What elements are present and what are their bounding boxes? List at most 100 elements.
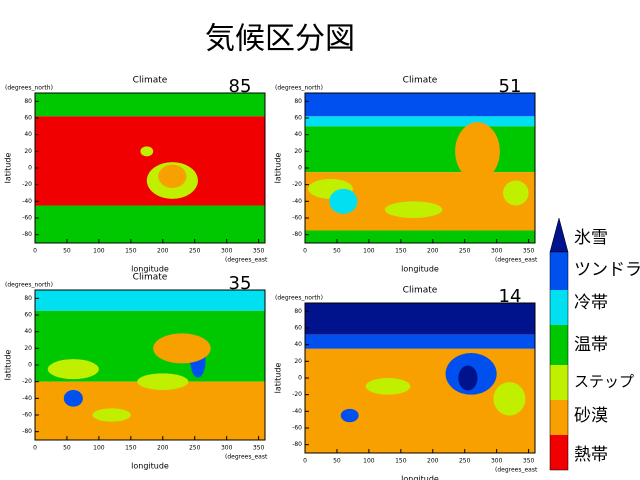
- y-tick-label: 40: [24, 131, 32, 138]
- y-tick-label: 20: [294, 148, 302, 155]
- climate-zone: [92, 408, 131, 422]
- climate-zone: [305, 116, 535, 127]
- legend-swatch: [550, 365, 568, 400]
- climate-zone: [340, 408, 359, 423]
- climate-zone: [35, 205, 265, 243]
- x-tick-label: 100: [363, 458, 375, 465]
- x-tick-label: 300: [221, 248, 233, 255]
- climate-zone: [305, 93, 535, 117]
- x-tick-label: 50: [63, 445, 71, 452]
- y-tick-label: -60: [22, 412, 32, 419]
- x-axis-label: longitude: [401, 265, 439, 274]
- climate-zone: [384, 201, 443, 219]
- x-tick-label: 200: [157, 248, 169, 255]
- y-tick-label: -20: [22, 378, 32, 385]
- x-tick-label: 150: [125, 445, 137, 452]
- x-tick-label: 50: [333, 458, 341, 465]
- x-tick-label: 0: [33, 445, 37, 452]
- legend-frame: [549, 251, 569, 471]
- x-tick-label: 250: [189, 248, 201, 255]
- y-tick-label: 20: [294, 358, 302, 365]
- legend-swatch: [550, 325, 568, 365]
- y-tick-label: 80: [24, 98, 32, 105]
- climate-zone: [35, 116, 265, 206]
- x-tick-label: 200: [157, 445, 169, 452]
- climate-zone: [35, 381, 265, 440]
- x-tick-label: 50: [333, 248, 341, 255]
- y-tick-label: -40: [22, 198, 32, 205]
- x-tick-label: 350: [253, 445, 265, 452]
- x-units: (degrees_east: [225, 257, 268, 264]
- x-tick-label: 0: [303, 458, 307, 465]
- panel-label: 14: [499, 286, 522, 307]
- y-tick-label: 60: [294, 115, 302, 122]
- x-tick-label: 300: [221, 445, 233, 452]
- legend-swatch: [550, 252, 568, 290]
- x-units: (degrees_east: [495, 257, 538, 264]
- y-tick-label: 80: [24, 295, 32, 302]
- y-axis-label: latitude: [274, 153, 283, 184]
- legend-swatch: [550, 435, 568, 470]
- y-axis-label: latitude: [274, 363, 283, 394]
- y-tick-label: 40: [24, 328, 32, 335]
- x-tick-label: 100: [93, 445, 105, 452]
- y-tick-label: 40: [294, 341, 302, 348]
- climate-zone: [305, 303, 535, 335]
- x-tick-label: 250: [459, 248, 471, 255]
- x-axis-label: longitude: [131, 265, 169, 274]
- y-tick-label: -60: [292, 425, 302, 432]
- x-units: (degrees_east: [225, 454, 268, 461]
- legend-label: 砂漠: [574, 406, 608, 426]
- y-tick-label: 20: [24, 148, 32, 155]
- y-axis-label: latitude: [4, 153, 13, 184]
- legend-label: 冷帯: [574, 293, 608, 313]
- climate-zone: [365, 378, 411, 395]
- y-tick-label: 0: [28, 165, 32, 172]
- y-tick-label: -20: [292, 391, 302, 398]
- y-units: (degrees_north): [5, 85, 53, 92]
- climate-zone: [35, 93, 265, 117]
- y-tick-label: 80: [294, 308, 302, 315]
- x-tick-label: 300: [491, 248, 503, 255]
- x-tick-label: 200: [427, 248, 439, 255]
- x-axis-label: longitude: [131, 462, 169, 471]
- panel-title: Climate: [403, 286, 438, 296]
- y-tick-label: -80: [292, 231, 302, 238]
- y-tick-label: 60: [294, 325, 302, 332]
- climate-zone: [503, 180, 529, 206]
- x-tick-label: 350: [523, 248, 535, 255]
- y-tick-label: -20: [292, 181, 302, 188]
- y-tick-label: -40: [292, 198, 302, 205]
- x-tick-label: 150: [395, 458, 407, 465]
- climate-zone: [47, 359, 99, 380]
- y-tick-label: -80: [292, 441, 302, 448]
- x-tick-label: 100: [93, 248, 105, 255]
- x-axis-label: longitude: [401, 475, 439, 480]
- panel-title: Climate: [133, 76, 168, 86]
- y-tick-label: -80: [22, 428, 32, 435]
- x-units: (degrees_east: [495, 467, 538, 474]
- y-tick-label: 0: [28, 362, 32, 369]
- x-tick-label: 50: [63, 248, 71, 255]
- climate-zone: [305, 334, 535, 349]
- panel-title: Climate: [133, 273, 168, 283]
- climate-zone: [493, 382, 526, 416]
- y-tick-label: -40: [292, 408, 302, 415]
- y-tick-label: 60: [24, 312, 32, 319]
- x-tick-label: 0: [303, 248, 307, 255]
- x-tick-label: 100: [363, 248, 375, 255]
- y-units: (degrees_north): [275, 295, 323, 302]
- climate-zone: [63, 390, 83, 407]
- climate-zone: [137, 373, 189, 390]
- climate-zone: [305, 230, 535, 243]
- panel-label: 35: [229, 273, 252, 294]
- y-tick-label: -80: [22, 231, 32, 238]
- y-tick-label: -60: [22, 215, 32, 222]
- legend-label: ツンドラ: [574, 260, 640, 280]
- x-tick-label: 350: [253, 248, 265, 255]
- y-tick-label: 60: [24, 115, 32, 122]
- x-tick-label: 0: [33, 248, 37, 255]
- climate-zone: [153, 333, 211, 364]
- climate-zone: [158, 164, 187, 188]
- legend-swatch: [550, 290, 568, 325]
